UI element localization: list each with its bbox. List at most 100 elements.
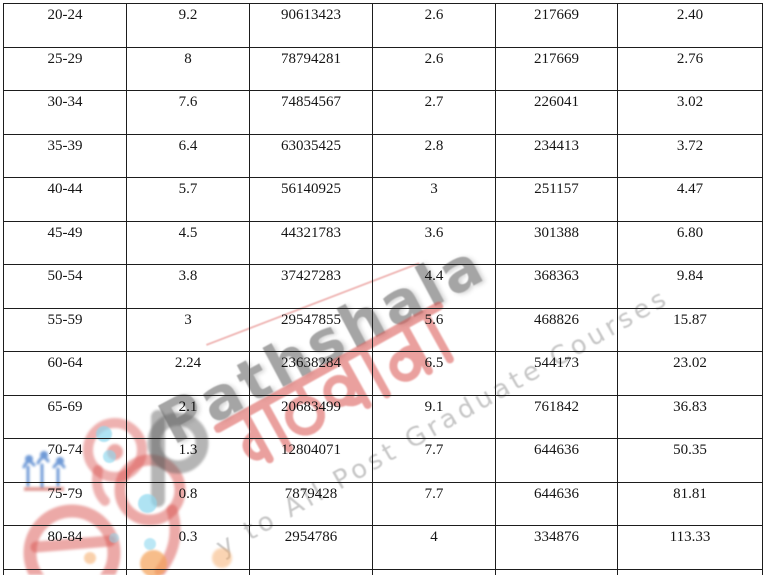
- table-cell: 2954786: [249, 525, 373, 570]
- table-cell: 37427283: [249, 264, 373, 309]
- table-cell: 9.84: [617, 264, 763, 309]
- table-cell: 761842: [495, 394, 618, 439]
- table-cell: 468826: [495, 307, 618, 352]
- table-cell: 3.72: [617, 133, 763, 178]
- age-data-table: 20-24 9.2 90613423 2.6 217669 2.40 25-29 8 78794…: [3, 3, 763, 575]
- table-cell: 334876: [495, 525, 618, 570]
- table-cell: 63035425: [249, 133, 373, 178]
- table-row: 40-44 5.7 56140925 3 251157 4.47: [3, 177, 763, 222]
- table-cell: 4: [372, 525, 496, 570]
- table-cell: 50-54: [3, 264, 127, 309]
- table-cell: 12804071: [249, 438, 373, 483]
- table-cell: 368363: [495, 264, 618, 309]
- table-cell: 6.80: [617, 220, 763, 265]
- table-cell: 80-84: [3, 525, 127, 570]
- table-cell: 9.1: [372, 394, 496, 439]
- table-cell: 3: [126, 307, 250, 352]
- table-cell: 23638284: [249, 351, 373, 396]
- table-row-partial: [3, 568, 763, 575]
- table-cell: 226041: [495, 90, 618, 135]
- table-cell: 7.6: [126, 90, 250, 135]
- table-row: 50-54 3.8 37427283 4.4 368363 9.84: [3, 264, 763, 309]
- table-cell: 15.87: [617, 307, 763, 352]
- table-row: 55-59 3 29547855 5.6 468826 15.87: [3, 307, 763, 352]
- table-cell: 36.83: [617, 394, 763, 439]
- table-cell: 234413: [495, 133, 618, 178]
- table-cell: 6.5: [372, 351, 496, 396]
- table-cell: 7.7: [372, 438, 496, 483]
- table-cell: 3: [372, 177, 496, 222]
- table-cell: 217669: [495, 46, 618, 91]
- table-cell: 20-24: [3, 3, 127, 48]
- table-partial-row-body: [3, 568, 763, 575]
- table-cell: [126, 568, 250, 575]
- table-cell: 81.81: [617, 481, 763, 526]
- table-cell: 75-79: [3, 481, 127, 526]
- table-row: 25-29 8 78794281 2.6 217669 2.76: [3, 46, 763, 91]
- table-cell: 23.02: [617, 351, 763, 396]
- table-row: 20-24 9.2 90613423 2.6 217669 2.40: [3, 3, 763, 48]
- table-cell: 2.6: [372, 46, 496, 91]
- table-cell: 78794281: [249, 46, 373, 91]
- table-cell: [617, 568, 763, 575]
- table-cell: 7.7: [372, 481, 496, 526]
- table-row: 35-39 6.4 63035425 2.8 234413 3.72: [3, 133, 763, 178]
- table-cell: [3, 568, 127, 575]
- table-cell: 251157: [495, 177, 618, 222]
- table-cell: 20683499: [249, 394, 373, 439]
- table-row: 60-64 2.24 23638284 6.5 544173 23.02: [3, 351, 763, 396]
- table-cell: 2.40: [617, 3, 763, 48]
- table-row: 30-34 7.6 74854567 2.7 226041 3.02: [3, 90, 763, 135]
- table-row: 70-74 1.3 12804071 7.7 644636 50.35: [3, 438, 763, 483]
- table-cell: 3.8: [126, 264, 250, 309]
- table-cell: 544173: [495, 351, 618, 396]
- table-cell: 35-39: [3, 133, 127, 178]
- table-cell: 2.8: [372, 133, 496, 178]
- table-cell: 4.4: [372, 264, 496, 309]
- table-cell: 0.3: [126, 525, 250, 570]
- table-cell: [495, 568, 618, 575]
- table-cell: 56140925: [249, 177, 373, 222]
- table-cell: 2.1: [126, 394, 250, 439]
- table-cell: [372, 568, 496, 575]
- table-cell: 2.24: [126, 351, 250, 396]
- table-row: 80-84 0.3 2954786 4 334876 113.33: [3, 525, 763, 570]
- table-cell: 644636: [495, 481, 618, 526]
- table-cell: 644636: [495, 438, 618, 483]
- table-cell: 40-44: [3, 177, 127, 222]
- table-cell: 7879428: [249, 481, 373, 526]
- table-cell: [249, 568, 373, 575]
- table-cell: 74854567: [249, 90, 373, 135]
- table-cell: 5.7: [126, 177, 250, 222]
- table-cell: 6.4: [126, 133, 250, 178]
- table-row: 65-69 2.1 20683499 9.1 761842 36.83: [3, 394, 763, 439]
- table-cell: 60-64: [3, 351, 127, 396]
- table-cell: 217669: [495, 3, 618, 48]
- table-cell: 113.33: [617, 525, 763, 570]
- table-cell: 2.6: [372, 3, 496, 48]
- table-cell: 8: [126, 46, 250, 91]
- table-cell: 25-29: [3, 46, 127, 91]
- table-cell: 5.6: [372, 307, 496, 352]
- table-cell: 45-49: [3, 220, 127, 265]
- table-cell: 4.47: [617, 177, 763, 222]
- table-cell: 65-69: [3, 394, 127, 439]
- table-cell: 2.7: [372, 90, 496, 135]
- table-cell: 1.3: [126, 438, 250, 483]
- table-cell: 55-59: [3, 307, 127, 352]
- table-cell: 3.02: [617, 90, 763, 135]
- table-cell: 3.6: [372, 220, 496, 265]
- table-cell: 90613423: [249, 3, 373, 48]
- table-cell: 30-34: [3, 90, 127, 135]
- table-body: 20-24 9.2 90613423 2.6 217669 2.40 25-29 8 78794…: [3, 3, 763, 570]
- table-cell: 9.2: [126, 3, 250, 48]
- table-cell: 50.35: [617, 438, 763, 483]
- table-cell: 2.76: [617, 46, 763, 91]
- table-cell: 29547855: [249, 307, 373, 352]
- table-row: 45-49 4.5 44321783 3.6 301388 6.80: [3, 220, 763, 265]
- table-cell: 301388: [495, 220, 618, 265]
- table-cell: 70-74: [3, 438, 127, 483]
- table-row: 75-79 0.8 7879428 7.7 644636 81.81: [3, 481, 763, 526]
- table-cell: 44321783: [249, 220, 373, 265]
